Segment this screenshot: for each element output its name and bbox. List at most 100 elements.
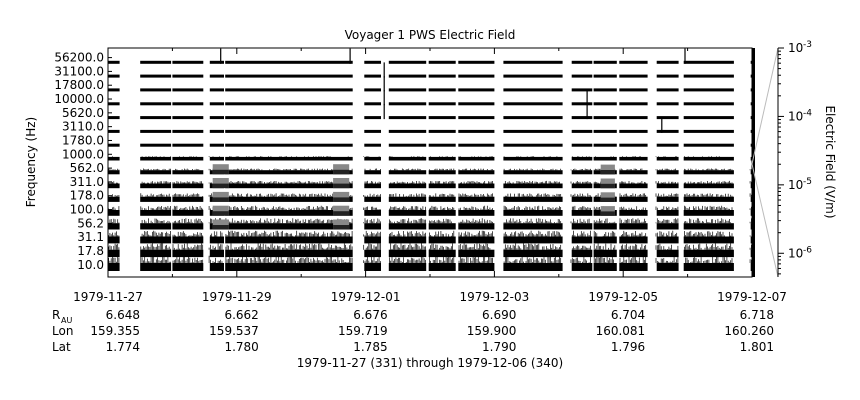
- data-segment: [225, 156, 353, 161]
- burst-core: [333, 225, 350, 230]
- data-segment: [140, 210, 172, 216]
- channel-strip: [108, 88, 752, 92]
- data-segment: [683, 129, 734, 133]
- data-segment: [364, 210, 381, 216]
- y-tick-label: 3110.0: [62, 120, 104, 134]
- data-segment: [458, 183, 495, 189]
- y-tick-label: 10.0: [77, 258, 104, 272]
- data-segment: [619, 170, 648, 175]
- data-segment: [225, 236, 353, 244]
- data-segment: [364, 249, 381, 258]
- data-segment: [571, 183, 593, 189]
- data-segment: [172, 183, 204, 189]
- data-segment: [619, 183, 648, 189]
- ephemeris-value: 160.081: [596, 324, 646, 338]
- x-tick-label: 1979-12-05: [588, 290, 658, 304]
- channel-strip: [108, 255, 752, 271]
- data-segment: [593, 116, 617, 120]
- burst-core: [333, 169, 350, 175]
- data-segment: [140, 74, 172, 78]
- colorbar-connector: [751, 47, 779, 165]
- ephemeris-value: 6.690: [482, 308, 516, 322]
- data-segment: [750, 60, 752, 64]
- data-segment: [108, 143, 120, 147]
- data-segment: [172, 170, 204, 175]
- data-segment: [683, 236, 734, 244]
- data-segment: [571, 249, 593, 258]
- data-segment: [172, 156, 204, 161]
- data-segment: [140, 196, 172, 202]
- data-segment: [656, 116, 679, 120]
- data-segment: [364, 263, 381, 271]
- data-segment: [619, 60, 648, 64]
- activity-spikes: [108, 180, 752, 184]
- data-segment: [593, 102, 617, 106]
- data-segment: [140, 129, 172, 133]
- burst-patch: [212, 219, 229, 230]
- ephemeris-value: 6.662: [224, 308, 258, 322]
- data-segment: [458, 60, 495, 64]
- data-segment: [683, 74, 734, 78]
- data-segment: [108, 129, 120, 133]
- data-segment: [458, 116, 495, 120]
- data-segment: [388, 210, 427, 216]
- data-segment: [458, 223, 495, 230]
- data-segment: [428, 263, 456, 271]
- data-segment: [656, 263, 679, 271]
- data-segment: [388, 116, 427, 120]
- data-segment: [209, 249, 224, 258]
- data-segment: [108, 60, 120, 64]
- data-segment: [458, 74, 495, 78]
- data-segment: [172, 88, 204, 92]
- data-segment: [225, 183, 353, 189]
- data-segment: [428, 129, 456, 133]
- y-tick-label: 17.8: [77, 244, 104, 258]
- colorbar: 10-310-410-510-6: [751, 40, 812, 278]
- data-segment: [656, 102, 679, 106]
- chart-title: Voyager 1 PWS Electric Field: [345, 28, 516, 42]
- data-segment: [503, 156, 563, 161]
- channel-strips: [108, 48, 752, 271]
- data-segment: [593, 236, 617, 244]
- y-tick-label: 31100.0: [54, 64, 104, 78]
- burst-line: [383, 103, 385, 120]
- data-segment: [364, 60, 381, 64]
- data-segment: [619, 210, 648, 216]
- channel-strip: [108, 74, 752, 78]
- data-segment: [140, 223, 172, 230]
- data-segment: [172, 143, 204, 147]
- colorbar-tick-exponent: -4: [803, 108, 812, 118]
- data-segment: [364, 156, 381, 161]
- data-segment: [593, 223, 617, 230]
- activity-spikes: [112, 156, 720, 157]
- data-segment: [750, 116, 752, 120]
- ephemeris-value: 6.704: [611, 308, 645, 322]
- data-segment: [593, 143, 617, 147]
- ephemeris-value: 159.719: [338, 324, 388, 338]
- ephemeris-value: 159.900: [467, 324, 517, 338]
- data-segment: [619, 236, 648, 244]
- data-segment: [209, 263, 224, 271]
- data-segment: [571, 102, 593, 106]
- y-tick-label: 100.0: [70, 203, 104, 217]
- data-segment: [750, 249, 752, 258]
- data-segment: [458, 129, 495, 133]
- data-segment: [140, 102, 172, 106]
- channel-strip: [108, 102, 752, 106]
- data-segment: [388, 183, 427, 189]
- data-segment: [108, 156, 120, 161]
- data-segment: [503, 143, 563, 147]
- data-segment: [503, 60, 563, 64]
- data-segment: [683, 156, 734, 161]
- colorbar-tick-label: 10: [788, 178, 803, 192]
- data-segment: [364, 183, 381, 189]
- data-segment: [225, 60, 353, 64]
- data-segment: [571, 263, 593, 271]
- channel-strip: [108, 156, 752, 161]
- data-segment: [656, 156, 679, 161]
- burst-patch: [333, 178, 350, 189]
- ephemeris-value: 6.648: [106, 308, 140, 322]
- data-segment: [503, 263, 563, 271]
- data-segment: [571, 196, 593, 202]
- data-segment: [750, 102, 752, 106]
